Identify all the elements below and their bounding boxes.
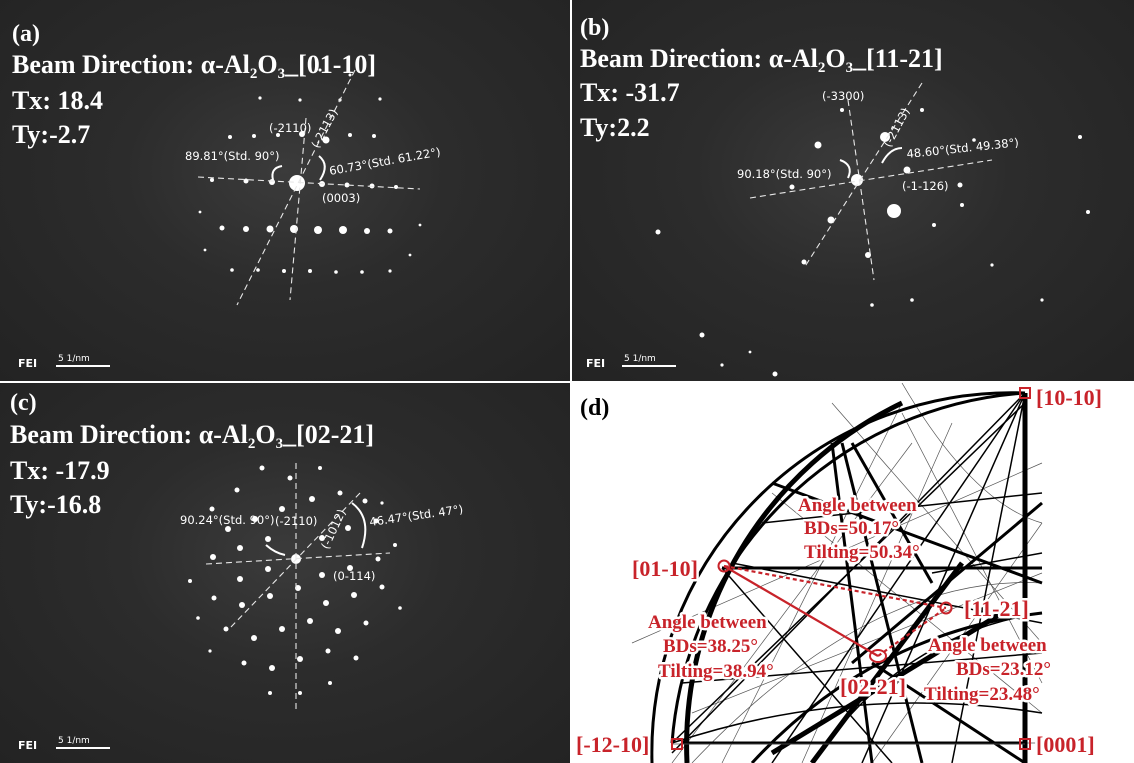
fei-logo-icon: FEI: [586, 357, 605, 370]
primitive-circle: [670, 391, 1026, 745]
pole-connections: [723, 564, 947, 657]
pole-label-10-10: [10-10]: [1036, 385, 1102, 410]
pole-marker-02-21: [869, 649, 887, 663]
plane-label-a-1: (-2110): [269, 121, 311, 135]
box2-line3: Tilting=38.94°: [658, 661, 774, 682]
panel-b: (-3300) (-2113) (-1-126) 90.18°(Std. 90°…: [572, 0, 1134, 381]
angle-box-3: Angle between BDs=23.12° Tilting=23.48°: [922, 633, 1054, 708]
angle-arcs-c: [265, 502, 367, 556]
angle-label-a-left: 89.81°(Std. 90°): [185, 149, 279, 163]
angle-box-2: Angle between BDs=38.25° Tilting=38.94°: [646, 610, 777, 685]
scale-bar-label-a: 5 1/nm: [58, 354, 90, 364]
angle-label-b-left: 90.18°(Std. 90°): [737, 167, 831, 181]
annotations-a: (-2110) (-2113) (0003) 89.81°(Std. 90°) …: [185, 106, 442, 205]
panel-label-a: (a): [12, 21, 40, 47]
reference-lines-b: [749, 82, 993, 281]
plane-label-b-3: (-1-126): [902, 179, 949, 193]
plane-label-a-2: (-2113): [308, 106, 340, 150]
beam-direction-c: Beam Direction: α-Al2O3_[02-21]: [10, 420, 375, 452]
box3-line1: Angle between: [928, 635, 1047, 656]
stereographic-projection: [10-10] [01-10] [11-21] [02-21] [-12-10]…: [574, 383, 1105, 763]
annotations-c: (-2110) (-1012) (0-114) 90.24°(Std. 90°)…: [180, 502, 464, 583]
angle-label-b-right: 48.60°(Std. 49.38°): [906, 135, 1020, 161]
beam-direction-a: Beam Direction: α-Al2O3_[01-10]: [12, 50, 377, 82]
diffraction-pattern-a: (-2110) (-2113) (0003) 89.81°(Std. 90°) …: [18, 68, 442, 370]
diffraction-spots-a: [198, 68, 422, 274]
pole-markers: [671, 387, 1031, 750]
kikuchi-thick-lines: [650, 391, 1043, 763]
panel-c: (-2110) (-1012) (0-114) 90.24°(Std. 90°)…: [0, 383, 570, 763]
scale-bar-b: FEI 5 1/nm: [586, 354, 676, 370]
angle-label-c-right: 46.47°(Std. 47°): [368, 502, 463, 529]
pole-label-02-21: [02-21]: [840, 674, 906, 699]
box2-line1: Angle between: [648, 612, 767, 633]
plane-label-b-2: (-2113): [880, 105, 912, 149]
box3-line2: BDs=23.12°: [956, 659, 1051, 680]
beam-direction-b: Beam Direction: α-Al2O3_[11-21]: [580, 44, 943, 76]
tilt-x-a: Tx: 18.4: [12, 86, 103, 115]
pole-marker-10-10: [1019, 387, 1031, 399]
panel-a: (-2110) (-2113) (0003) 89.81°(Std. 90°) …: [0, 0, 570, 381]
angle-box-1: Angle between BDs=50.17° Tilting=50.34°: [796, 493, 923, 566]
panel-label-d: (d): [580, 395, 609, 421]
pole-label-11-21: [11-21]: [964, 596, 1029, 621]
plane-label-c-1: (-2110): [275, 514, 317, 528]
tilt-y-c: Ty:-16.8: [10, 490, 102, 519]
pole-label-0001: [0001]: [1036, 732, 1095, 757]
angle-arcs-b: [839, 147, 903, 179]
box2-line2: BDs=38.25°: [663, 636, 758, 657]
pole-marker-0001: [1019, 738, 1031, 750]
panel-label-c: (c): [10, 390, 37, 416]
box3-line3: Tilting=23.48°: [924, 684, 1040, 705]
pole-label-12-10: [-12-10]: [576, 732, 649, 757]
annotations-b: (-3300) (-2113) (-1-126) 90.18°(Std. 90°…: [737, 89, 1019, 193]
pole-marker-12-10: [671, 738, 683, 750]
scale-bar-c: FEI 5 1/nm: [18, 736, 110, 752]
panel-label-b: (b): [580, 15, 610, 41]
box1-line1: Angle between: [798, 495, 917, 516]
angle-arcs-a: [271, 155, 326, 181]
tilt-x-c: Tx: -17.9: [10, 456, 110, 485]
scale-bar-a: FEI 5 1/nm: [18, 354, 110, 370]
fei-logo-icon: FEI: [18, 357, 37, 370]
panel-d-stereographic-projection: [10-10] [01-10] [11-21] [02-21] [-12-10]…: [572, 383, 1134, 763]
tilt-y-a: Ty:-2.7: [12, 120, 91, 149]
pole-labels: [10-10] [01-10] [11-21] [02-21] [-12-10]…: [574, 383, 1105, 760]
angle-label-a-right: 60.73°(Std. 61.22°): [328, 145, 441, 178]
diffraction-pattern-c: (-2110) (-1012) (0-114) 90.24°(Std. 90°)…: [18, 463, 464, 752]
fei-logo-icon: FEI: [18, 739, 37, 752]
box1-line2: BDs=50.17°: [804, 518, 899, 539]
plane-label-c-3: (0-114): [333, 569, 375, 583]
diffraction-pattern-b: (-3300) (-2113) (-1-126) 90.18°(Std. 90°…: [586, 82, 1090, 377]
pole-label-01-10: [01-10]: [632, 556, 698, 581]
scale-bar-label-b: 5 1/nm: [624, 354, 656, 364]
plane-label-b-1: (-3300): [822, 89, 864, 103]
tilt-x-b: Tx: -31.7: [580, 78, 680, 107]
plane-label-c-2: (-1012): [318, 507, 349, 551]
angle-label-c-left: 90.24°(Std. 90°): [180, 513, 274, 527]
pole-marker-11-21: [939, 601, 953, 615]
scale-bar-label-c: 5 1/nm: [58, 736, 90, 746]
pole-marker-01-10: [717, 559, 731, 573]
plane-label-a-3: (0003): [322, 191, 360, 205]
reference-lines-a: [197, 69, 421, 306]
diffraction-spots-b: [655, 108, 1090, 377]
box1-line3: Tilting=50.34°: [804, 542, 920, 563]
reference-lines-c: [205, 463, 391, 713]
tilt-y-b: Ty:2.2: [580, 113, 650, 142]
